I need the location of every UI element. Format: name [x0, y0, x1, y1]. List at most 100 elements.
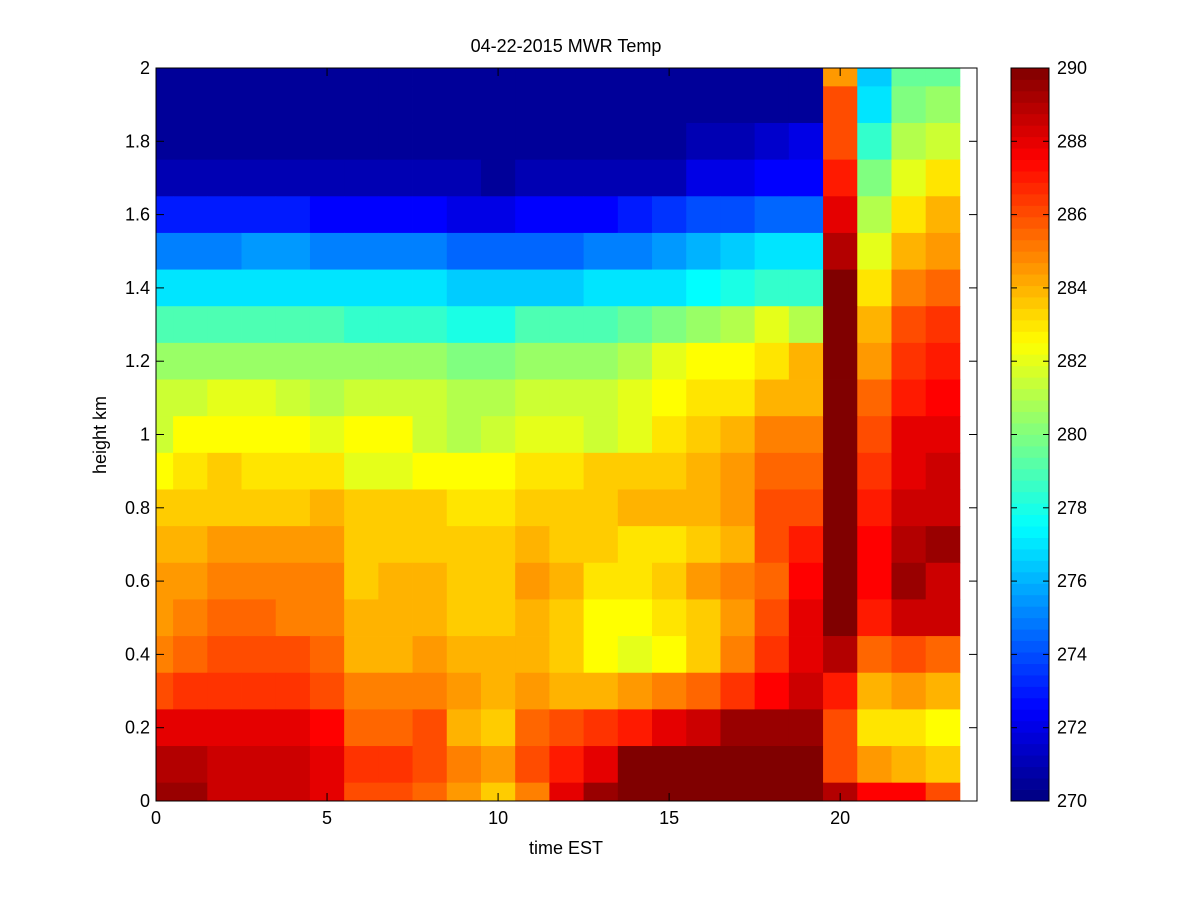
heatmap-cell [617, 782, 653, 802]
heatmap-cell [309, 672, 345, 710]
heatmap-cell [515, 746, 550, 784]
heatmap-cell [788, 452, 824, 490]
heatmap-cell [207, 599, 242, 637]
heatmap-cell [583, 86, 619, 124]
heatmap-cell [207, 636, 242, 674]
heatmap-cell [583, 636, 619, 674]
heatmap-cell [480, 159, 516, 197]
heatmap-cell [515, 306, 550, 344]
heatmap-cell [857, 342, 892, 380]
heatmap-cell [173, 782, 208, 802]
heatmap-cell [617, 416, 653, 454]
heatmap-cell [788, 306, 824, 344]
heatmap-cell [515, 269, 550, 307]
heatmap-cell [720, 452, 756, 490]
heatmap-cell [446, 196, 482, 234]
heatmap-cell [720, 526, 756, 564]
heatmap-cell [446, 342, 482, 380]
heatmap-cell [480, 782, 516, 802]
heatmap-cell [788, 489, 824, 527]
colorbar-segment [1011, 400, 1049, 412]
heatmap-cell [480, 196, 516, 234]
heatmap-cell [925, 526, 961, 564]
heatmap-cell [156, 452, 174, 490]
heatmap-cell [156, 489, 174, 527]
heatmap-cell [720, 232, 756, 270]
heatmap-cell [925, 709, 961, 747]
heatmap-cell [891, 86, 927, 124]
colorbar-segment [1011, 331, 1049, 344]
heatmap-cell [275, 526, 311, 564]
heatmap-cell [857, 416, 892, 454]
heatmap-cell [652, 599, 687, 637]
heatmap-cell [720, 782, 756, 802]
heatmap-cell [207, 416, 242, 454]
y-tick-label: 1.4 [125, 278, 150, 298]
heatmap-cell [515, 232, 550, 270]
heatmap-cell [156, 196, 174, 234]
heatmap-cell [344, 562, 379, 600]
heatmap-cell [617, 232, 653, 270]
colorbar-ticks: 270 272 274 276 278 280 282 284 286 288 290 [1011, 58, 1087, 811]
heatmap-cell [309, 122, 345, 161]
heatmap-cell [275, 122, 311, 161]
heatmap-cell [378, 562, 413, 600]
heatmap-cell [617, 86, 653, 124]
heatmap-cell [823, 562, 858, 600]
heatmap-cell [207, 709, 242, 747]
heatmap-cell [549, 746, 585, 784]
heatmap-cell [207, 379, 242, 417]
heatmap-cell [720, 159, 756, 197]
heatmap-cell [412, 196, 448, 234]
heatmap-cell [480, 379, 516, 417]
heatmap-cell [686, 269, 721, 307]
heatmap-cell [652, 562, 687, 600]
heatmap-cell [549, 452, 585, 490]
colorbar-segment [1011, 720, 1049, 733]
heatmap-cell [515, 452, 550, 490]
heatmap-cell [446, 599, 482, 637]
heatmap-cell [309, 306, 345, 344]
heatmap-cell [857, 782, 892, 802]
colorbar-segment [1011, 571, 1049, 584]
heatmap-cell [156, 342, 174, 380]
heatmap-cell [720, 379, 756, 417]
heatmap-cell [241, 672, 277, 710]
heatmap-cell [686, 636, 721, 674]
heatmap-cell [446, 68, 482, 87]
heatmap-cell [446, 122, 482, 161]
heatmap-cell [173, 122, 208, 161]
heatmap-cell [583, 416, 619, 454]
heatmap-cell [583, 526, 619, 564]
heatmap-cell [241, 122, 277, 161]
heatmap-cell [754, 526, 790, 564]
heatmap-cell [241, 306, 277, 344]
heatmap-cell [344, 452, 379, 490]
heatmap-cell [788, 782, 824, 802]
heatmap-cell [156, 379, 174, 417]
heatmap-cell [583, 269, 619, 307]
heatmap-cell [344, 782, 379, 802]
heatmap-cell [925, 68, 961, 87]
heatmap-cell [480, 672, 516, 710]
heatmap-cell [891, 709, 927, 747]
heatmap-cell [344, 526, 379, 564]
heatmap-cell [720, 196, 756, 234]
heatmap-cell [857, 232, 892, 270]
heatmap-cell [241, 196, 277, 234]
heatmap-cell [857, 746, 892, 784]
heatmap-cells [156, 68, 961, 802]
heatmap-cell [788, 709, 824, 747]
heatmap-cell [754, 68, 790, 87]
heatmap-cell [309, 746, 345, 784]
heatmap-cell [686, 342, 721, 380]
heatmap-cell [823, 306, 858, 344]
heatmap-cell [788, 599, 824, 637]
heatmap-cell [549, 489, 585, 527]
heatmap-cell [857, 269, 892, 307]
heatmap-cell [891, 746, 927, 784]
heatmap-cell [480, 306, 516, 344]
heatmap-cell [891, 379, 927, 417]
heatmap-cell [309, 599, 345, 637]
